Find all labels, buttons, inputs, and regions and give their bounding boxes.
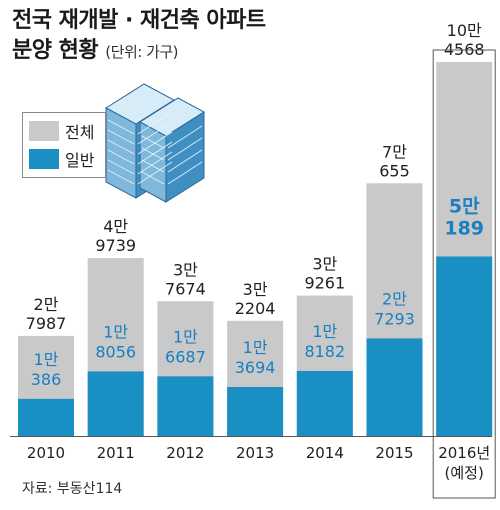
legend-swatch-total [29, 121, 59, 141]
chart-title: 전국 재개발 · 재건축 아파트 분양 현황 (단위: 가구) [12, 6, 266, 67]
data-label-total-value-2013: 2204 [235, 299, 276, 318]
data-label-general-value-2013: 3694 [235, 358, 276, 377]
data-label-general-2014: 1만 [312, 322, 337, 341]
title-line-2-text: 분양 현황 [12, 38, 99, 63]
bar-general-2012 [157, 376, 214, 436]
legend-item-general: 일반 [29, 149, 95, 170]
x-tick-label-2013: 2013 [236, 444, 274, 462]
title-unit: (단위: 가구) [105, 43, 179, 61]
legend-swatch-general [29, 149, 59, 169]
data-label-total-2012: 3만 [173, 260, 198, 279]
data-label-total-value-2015: 655 [379, 161, 410, 180]
data-label-general-2010: 1만 [34, 350, 59, 369]
bar-general-2011 [87, 371, 144, 436]
data-label-general-value-2016년: 189 [444, 217, 484, 239]
source-note: 자료: 부동산114 [22, 481, 123, 497]
bar-general-2014 [296, 370, 353, 436]
x-tick-label-2015: 2015 [375, 444, 413, 462]
data-label-general-2012: 1만 [173, 327, 198, 346]
highlight-frame-2016 [432, 49, 496, 499]
data-label-total-2015: 7만 [382, 142, 407, 161]
apartment-building-illustration [105, 83, 205, 203]
data-label-total-value-2010: 7987 [26, 314, 67, 333]
legend: 전체 일반 [22, 112, 106, 178]
legend-label-general: 일반 [65, 151, 95, 170]
data-label-total-value-2014: 9261 [304, 274, 345, 293]
data-label-general-2016년: 5만 [449, 195, 480, 217]
bar-general-2010 [18, 398, 74, 436]
data-label-total-value-2012: 7674 [165, 279, 206, 298]
title-line-2: 분양 현황 (단위: 가구) [12, 36, 266, 67]
x-tick-label-2011: 2011 [97, 444, 135, 462]
data-label-general-value-2012: 6687 [165, 347, 206, 366]
data-label-general-value-2015: 7293 [374, 309, 415, 328]
data-label-total-2016년: 10만 [447, 21, 482, 40]
data-label-total-2014: 3만 [312, 255, 337, 274]
data-label-total-2011: 4만 [103, 217, 128, 236]
bar-general-2013 [227, 387, 284, 436]
data-label-total-2013: 3만 [243, 280, 268, 299]
x-tick-label-2010: 2010 [27, 444, 65, 462]
x-tick-label-2016년: 2016년 [438, 444, 490, 462]
data-label-general-value-2014: 8182 [304, 342, 345, 361]
legend-item-total: 전체 [29, 121, 95, 142]
bar-general-2016년 [436, 256, 493, 436]
data-label-general-value-2010: 386 [31, 370, 62, 389]
x-tick-label-2012: 2012 [166, 444, 204, 462]
title-line-1: 전국 재개발 · 재건축 아파트 [12, 8, 266, 33]
x-tick-note-2016년: (예정) [445, 464, 484, 482]
data-label-total-2010: 2만 [34, 295, 59, 314]
data-label-total-value-2011: 9739 [95, 236, 136, 255]
data-label-general-2011: 1만 [103, 322, 128, 341]
legend-label-total: 전체 [65, 123, 95, 142]
data-label-general-2015: 2만 [382, 289, 407, 308]
data-label-general-value-2011: 8056 [95, 342, 136, 361]
bar-general-2015 [366, 338, 423, 436]
data-label-general-2013: 1만 [243, 338, 268, 357]
x-tick-label-2014: 2014 [306, 444, 344, 462]
